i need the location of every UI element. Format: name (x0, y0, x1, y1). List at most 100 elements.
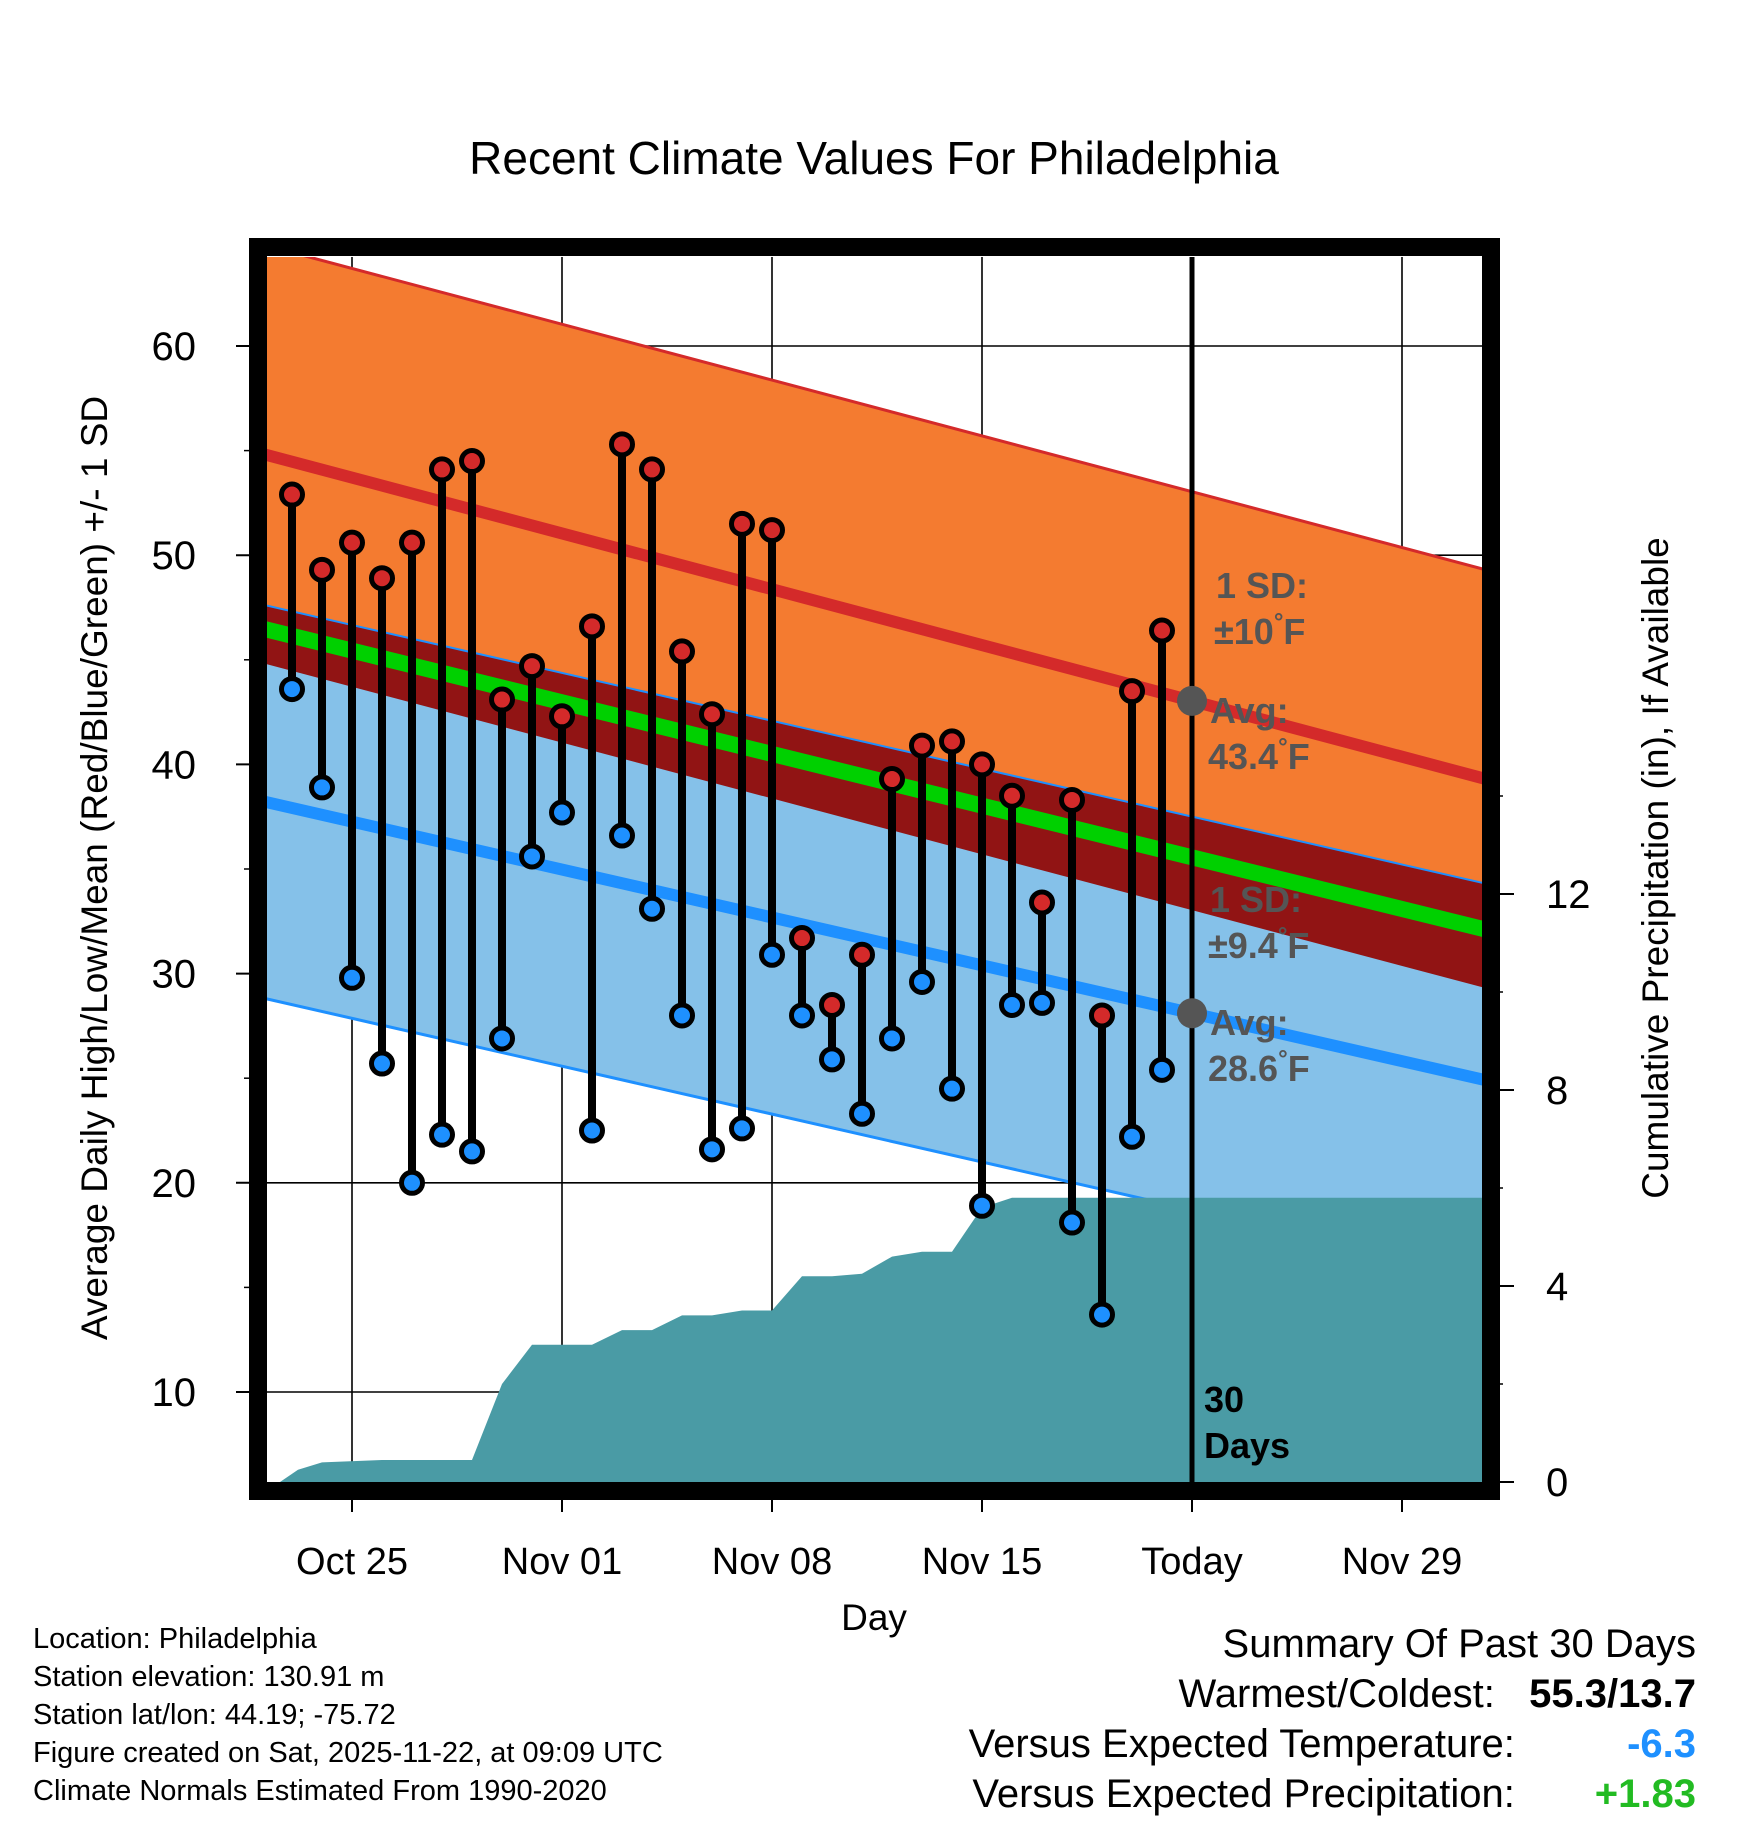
high-point (789, 925, 815, 952)
precip-vs-expected-label: Versus Expected Precipitation: (972, 1772, 1515, 1816)
low-point (789, 1002, 815, 1029)
high-point (759, 517, 785, 544)
low-point (819, 1046, 845, 1073)
low-avg-label: Avg: (1210, 1002, 1289, 1043)
normal-high-line (267, 448, 1482, 785)
normal-mean-line (267, 621, 1482, 937)
high-point (939, 728, 965, 755)
high-point (339, 529, 365, 556)
latlon-text: Station lat/lon: 44.19; -75.72 (33, 1699, 396, 1731)
today-avg-high-dot (1177, 685, 1207, 716)
low-point (609, 822, 635, 849)
low-avg-unit: F (1288, 1048, 1310, 1089)
low-sd-label: 1 SD: (1210, 879, 1302, 920)
high-point (429, 456, 455, 483)
x-axis-label: Day (841, 1597, 907, 1638)
high-avg-label: Avg: (1210, 690, 1289, 731)
high-point (639, 456, 665, 483)
low-point (1059, 1209, 1085, 1236)
high-point (1149, 617, 1175, 644)
window-days-label: Days (1204, 1425, 1290, 1466)
high-sd-unit: F (1283, 611, 1305, 652)
y-tick-label: 50 (152, 534, 197, 578)
temp-vs-expected-label: Versus Expected Temperature: (968, 1722, 1515, 1766)
low-point (669, 1002, 695, 1029)
x-tick-label: Nov 01 (502, 1541, 622, 1583)
high-point (909, 732, 935, 759)
low-point (1149, 1056, 1175, 1083)
high-point (1029, 889, 1055, 916)
low-sd-value: ±9.4°F (1208, 923, 1309, 966)
low-point (759, 941, 785, 968)
low-point (489, 1025, 515, 1052)
x-tick-label: Nov 08 (712, 1541, 832, 1583)
high-point (999, 782, 1025, 809)
summary-title: Summary Of Past 30 Days (1222, 1622, 1696, 1666)
high-point (549, 703, 575, 730)
low-point (369, 1050, 395, 1077)
elevation-text: Station elevation: 130.91 m (33, 1661, 385, 1693)
x-tick-label: Oct 25 (296, 1541, 408, 1583)
high-point (519, 653, 545, 680)
y-tick-label: 10 (152, 1371, 197, 1415)
high-point (819, 991, 845, 1018)
y2-tick-label: 12 (1546, 873, 1591, 917)
low-sd-unit: F (1287, 925, 1309, 966)
low-point (399, 1169, 425, 1196)
low-point (279, 676, 305, 703)
high-sd-label: 1 SD: (1216, 565, 1308, 606)
high-point (669, 638, 695, 665)
x-tick-label: Nov 15 (922, 1541, 1042, 1583)
low-point (999, 991, 1025, 1018)
low-point (729, 1115, 755, 1142)
low-point (579, 1117, 605, 1144)
location-text: Location: Philadelphia (33, 1623, 317, 1655)
high-point (489, 686, 515, 713)
low-point (699, 1136, 725, 1163)
low-point (459, 1138, 485, 1165)
low-avg-degree: ° (1278, 1046, 1288, 1073)
high-point (849, 941, 875, 968)
high-point (1089, 1002, 1115, 1029)
high-avg-unit: F (1288, 736, 1310, 777)
y-tick-label: 60 (152, 325, 197, 369)
window-days-label: 30 (1204, 1379, 1244, 1420)
normal-low-line (267, 796, 1482, 1086)
high-avg-value: 43.4°F (1208, 734, 1310, 777)
high-point (369, 565, 395, 592)
warm-cold-value: 55.3/13.7 (1529, 1672, 1696, 1716)
high-point (309, 556, 335, 583)
chart-title: Recent Climate Values For Philadelphia (469, 132, 1279, 184)
low-point (939, 1075, 965, 1102)
low-point (909, 968, 935, 995)
high-point (699, 701, 725, 728)
low-point (1119, 1123, 1145, 1150)
low-point (1029, 989, 1055, 1016)
high-sd-degree: ° (1274, 609, 1284, 636)
y2-tick-label: 0 (1546, 1461, 1568, 1505)
x-tick-label: Today (1141, 1541, 1242, 1583)
created-text: Figure created on Sat, 2025-11-22, at 09… (33, 1737, 663, 1769)
y-axis-label: Average Daily High/Low/Mean (Red/Blue/Gr… (74, 396, 115, 1340)
low-avg-value: 28.6°F (1208, 1046, 1310, 1089)
y-tick-label: 30 (152, 953, 197, 997)
high-avg-degree: ° (1278, 734, 1288, 761)
low-point (879, 1025, 905, 1052)
today-avg-low-dot (1177, 998, 1207, 1029)
high-point (729, 510, 755, 537)
high-point (459, 448, 485, 475)
temp-vs-expected-value: -6.3 (1627, 1722, 1696, 1766)
precip-vs-expected-value: +1.83 (1594, 1772, 1696, 1816)
high-point (399, 529, 425, 556)
warm-cold-label: Warmest/Coldest: (1178, 1672, 1495, 1716)
summary-temp: Versus Expected Temperature: -6.3 (969, 1722, 1696, 1767)
low-point (849, 1100, 875, 1127)
high-point (579, 613, 605, 640)
low-point (639, 895, 665, 922)
low-point (969, 1192, 995, 1219)
high-sd-upper-line (303, 257, 1482, 571)
low-point (309, 774, 335, 801)
low-point (519, 843, 545, 870)
high-point (609, 431, 635, 458)
